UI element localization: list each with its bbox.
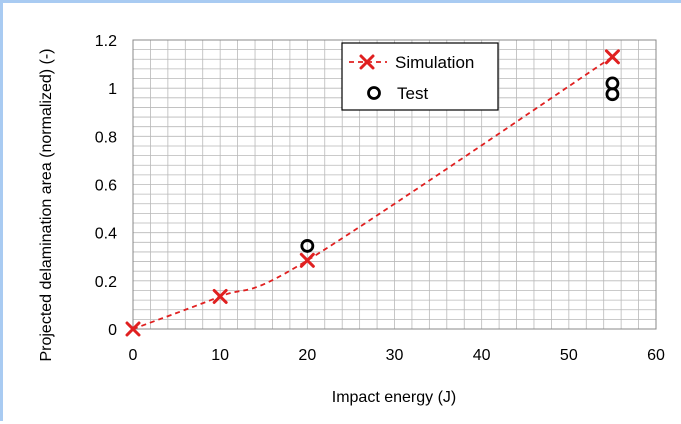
simulation-point-stroke [604,49,620,65]
tick-labels: 0 10 20 30 40 50 60 0 0.2 0.4 0.6 0.8 1 1.2 [95,33,665,364]
test-point [300,239,315,253]
y-tick-label: 0 [108,322,117,339]
y-tick-label: 0.2 [95,274,117,291]
series-simulation [125,49,620,337]
simulation-point [299,252,315,268]
x-tick-label: 20 [298,347,316,364]
y-tick-label: 1.2 [95,33,117,50]
simulation-point [212,288,228,304]
simulation-point [604,49,620,65]
series-test [300,76,620,253]
simulation-trend-line [132,56,613,330]
legend-simulation-label: Simulation [395,53,474,72]
grid [132,39,657,330]
x-tick-label: 40 [473,347,491,364]
simulation-point-stroke [125,321,141,337]
chart-canvas: 0 10 20 30 40 50 60 0 0.2 0.4 0.6 0.8 1 1.2 Simulatio… [38,33,665,406]
legend-test-label: Test [397,84,428,103]
x-tick-label: 0 [129,347,138,364]
x-axis-title: Impact energy (J) [332,389,456,406]
legend-test-marker [367,86,381,100]
legend: Simulation Test [341,42,499,111]
plot-border [132,39,657,330]
legend-box [341,42,499,111]
x-tick-label: 10 [211,347,229,364]
y-axis-title: Projected delamination area (normalized)… [38,48,55,361]
x-tick-label: 50 [560,347,578,364]
simulation-point-stroke [212,288,228,304]
y-tick-label: 0.6 [95,178,117,195]
series [125,49,620,337]
y-tick-label: 1 [108,81,117,98]
test-point [605,87,620,102]
x-tick-label: 60 [647,347,665,364]
simulation-point-stroke [299,252,315,268]
y-tick-label: 0.8 [95,129,117,146]
legend-simulation-marker [359,54,375,70]
y-tick-label: 0.4 [95,226,117,243]
simulation-point [125,321,141,337]
x-tick-label: 30 [386,347,404,364]
test-point [605,76,620,91]
